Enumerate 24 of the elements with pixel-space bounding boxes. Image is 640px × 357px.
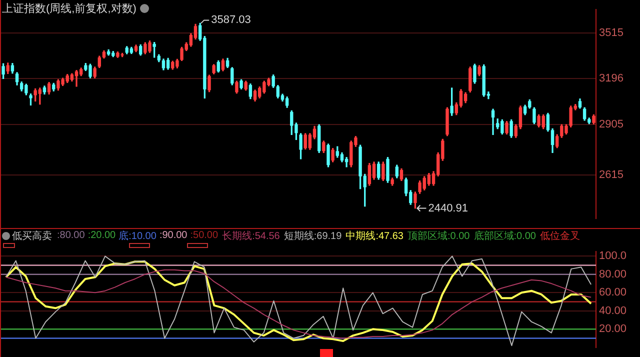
chart-title: 上证指数(周线,前复权,对数) [2,2,136,16]
ref-line-label: :50.00 [190,230,218,241]
y-tick-label: 2905 [599,118,624,131]
text: 长期线:54.56 [222,230,280,242]
y-tick-label: 60.00 [599,286,627,299]
chart-title: 低买高卖 [12,230,52,242]
y-tick-label: 100.0 [599,250,627,262]
y-tick-label: 80.00 [599,268,627,280]
text: 短期线:69.19 [284,230,342,242]
y-tick-label: 3196 [599,72,624,85]
text: 顶部区域:0.00 [408,230,470,242]
y-tick-label: 3515 [599,26,624,39]
ref-line-label: 底:10.00 [118,230,156,242]
ref-line-label: :90.00 [159,230,188,241]
annotation: 3587.03 [211,14,251,26]
y-tick-label: 20.00 [599,323,627,336]
y-tick-label: 40.00 [599,304,627,317]
text: 中期线:47.63 [346,230,404,242]
annotation: 2440.91 [428,202,468,214]
text: 低位金叉 [540,230,580,242]
ref-line-label: :20.00 [88,230,116,241]
text: 底部区域:0.00 [474,230,536,242]
y-tick-label: 2615 [599,169,624,182]
ref-line-label: :80.00 [57,230,85,241]
